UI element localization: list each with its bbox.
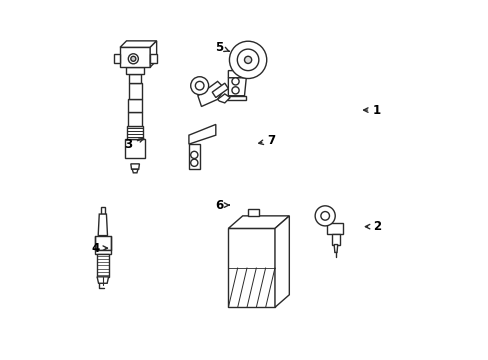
Text: 1: 1 bbox=[363, 104, 381, 117]
Polygon shape bbox=[228, 216, 289, 228]
Polygon shape bbox=[198, 81, 224, 107]
Polygon shape bbox=[95, 235, 110, 250]
Circle shape bbox=[128, 54, 138, 64]
Polygon shape bbox=[128, 83, 142, 99]
Circle shape bbox=[229, 41, 266, 78]
Circle shape bbox=[244, 56, 251, 63]
Circle shape bbox=[131, 56, 136, 61]
Polygon shape bbox=[97, 277, 108, 283]
Polygon shape bbox=[125, 139, 145, 158]
Circle shape bbox=[231, 87, 239, 94]
Text: 5: 5 bbox=[215, 41, 229, 54]
Polygon shape bbox=[150, 54, 156, 63]
Circle shape bbox=[190, 159, 198, 166]
Polygon shape bbox=[217, 94, 230, 103]
Polygon shape bbox=[98, 214, 107, 235]
Circle shape bbox=[190, 77, 208, 95]
Polygon shape bbox=[188, 144, 199, 169]
Polygon shape bbox=[226, 96, 246, 100]
Text: 3: 3 bbox=[123, 138, 143, 150]
Polygon shape bbox=[326, 223, 343, 234]
Polygon shape bbox=[128, 99, 142, 112]
Polygon shape bbox=[126, 126, 143, 139]
Polygon shape bbox=[97, 253, 108, 277]
Polygon shape bbox=[132, 169, 138, 173]
Circle shape bbox=[314, 206, 335, 226]
Circle shape bbox=[231, 78, 239, 85]
Circle shape bbox=[237, 49, 258, 71]
Polygon shape bbox=[212, 83, 228, 98]
Text: 4: 4 bbox=[91, 242, 107, 255]
Polygon shape bbox=[113, 54, 120, 63]
Polygon shape bbox=[120, 41, 156, 47]
Polygon shape bbox=[228, 228, 274, 307]
Polygon shape bbox=[131, 164, 139, 169]
Polygon shape bbox=[228, 71, 241, 78]
Polygon shape bbox=[333, 244, 337, 252]
Polygon shape bbox=[126, 67, 144, 74]
Polygon shape bbox=[332, 234, 339, 244]
Polygon shape bbox=[274, 216, 289, 307]
Text: 2: 2 bbox=[365, 220, 381, 233]
Polygon shape bbox=[101, 207, 105, 214]
Circle shape bbox=[190, 151, 198, 158]
Polygon shape bbox=[129, 74, 141, 83]
Circle shape bbox=[195, 81, 203, 90]
Polygon shape bbox=[247, 210, 258, 216]
Text: 7: 7 bbox=[258, 134, 275, 147]
Text: 6: 6 bbox=[215, 199, 229, 212]
Polygon shape bbox=[95, 250, 110, 253]
Polygon shape bbox=[120, 47, 150, 67]
Polygon shape bbox=[128, 112, 142, 126]
Polygon shape bbox=[188, 125, 215, 144]
Polygon shape bbox=[150, 41, 156, 67]
Circle shape bbox=[320, 212, 329, 220]
Polygon shape bbox=[228, 78, 246, 96]
